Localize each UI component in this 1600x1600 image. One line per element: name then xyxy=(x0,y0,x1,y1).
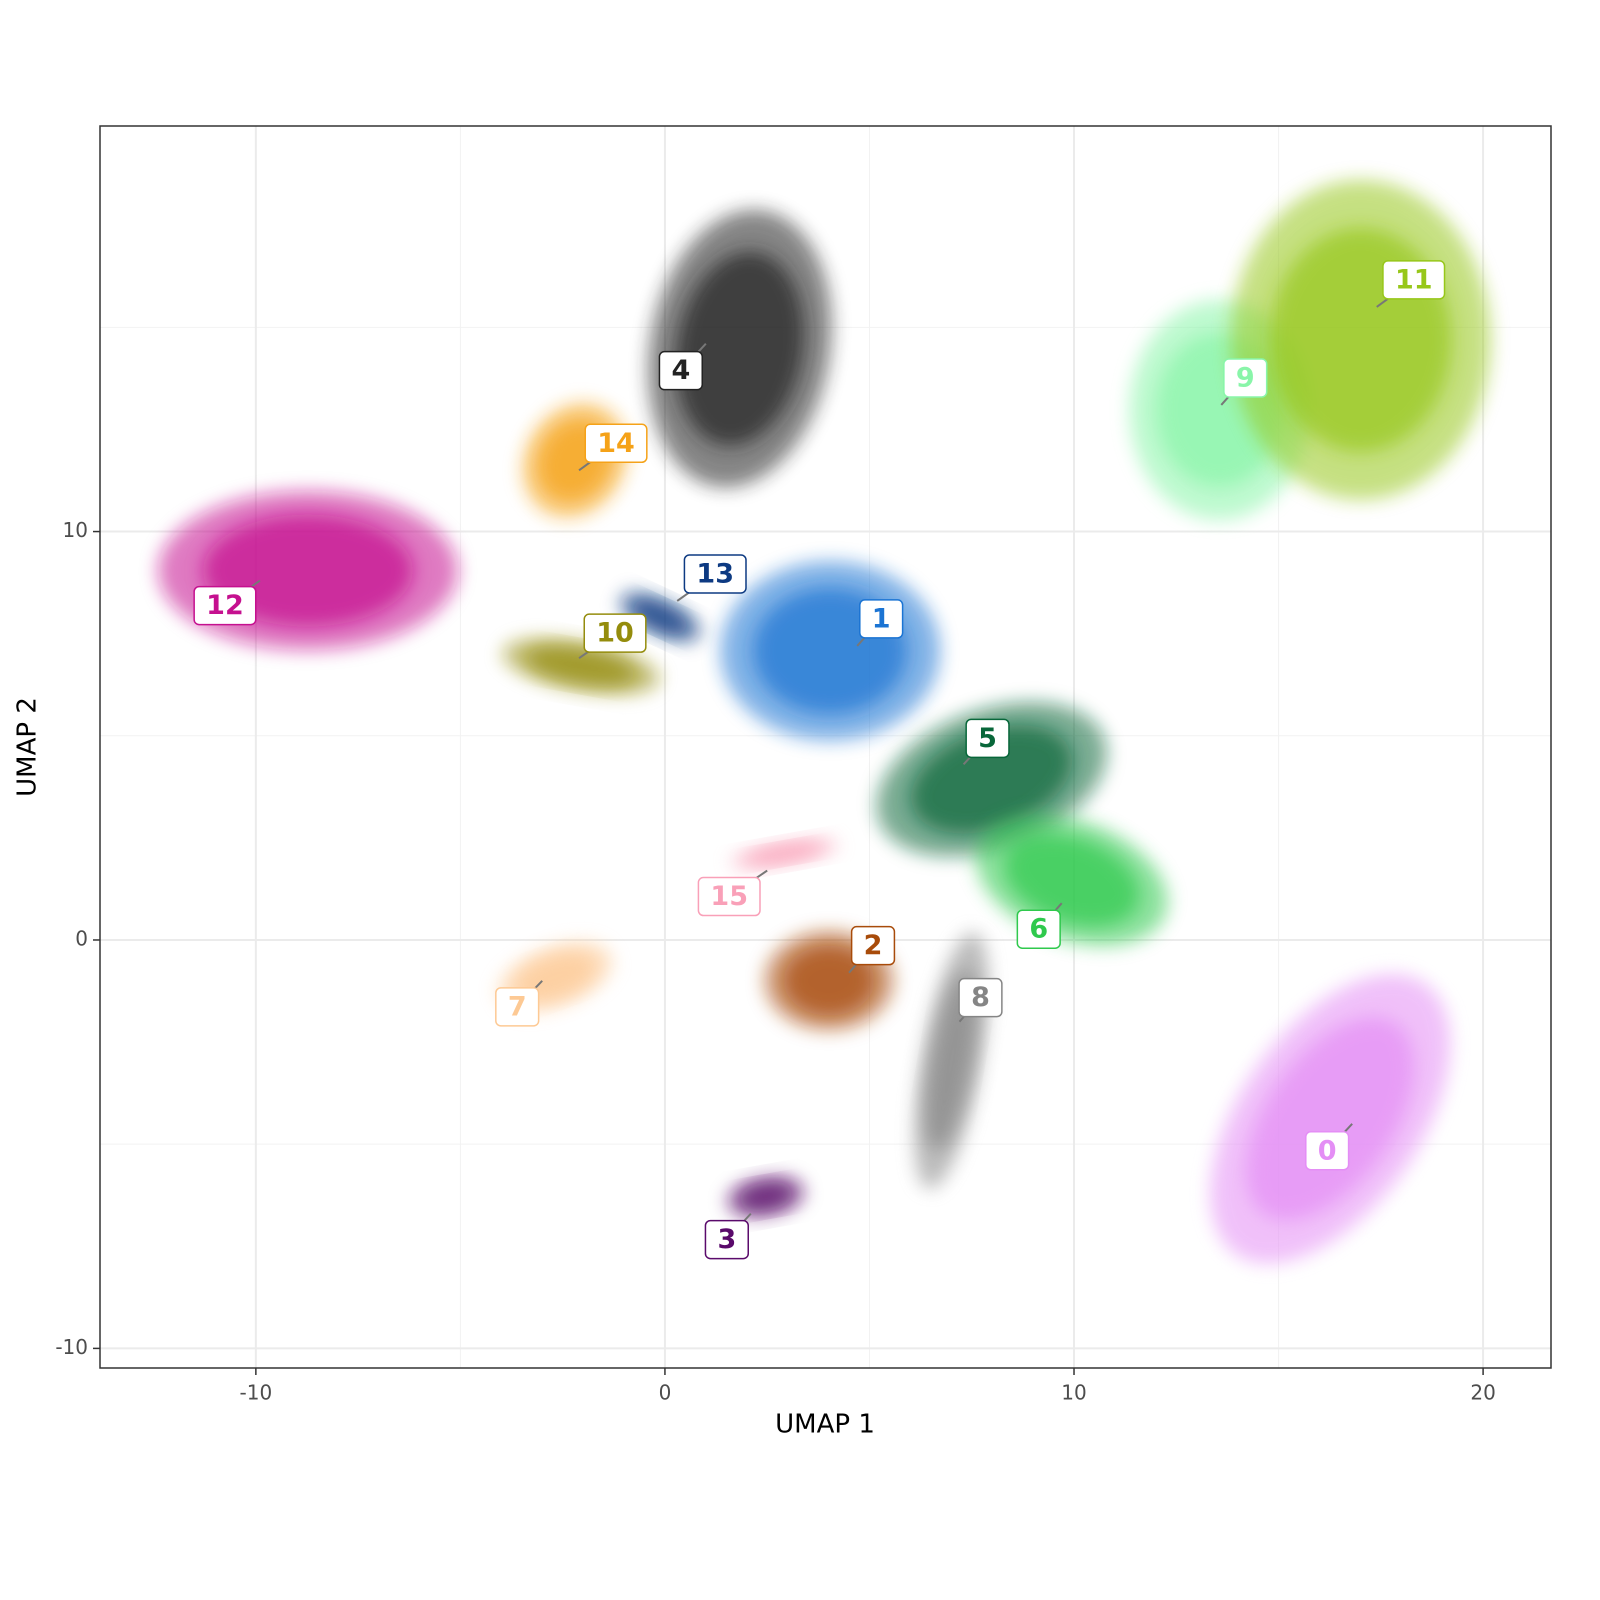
cluster-label: 10 xyxy=(578,613,647,659)
cluster-label-box xyxy=(1016,909,1061,949)
cluster-label: 14 xyxy=(578,423,648,472)
cluster-label-box xyxy=(850,925,896,966)
cluster-label: 3 xyxy=(704,1212,752,1260)
cluster-label-text: 13 xyxy=(696,558,734,589)
cluster-label-text: 10 xyxy=(596,618,634,649)
cluster-label: 2 xyxy=(848,925,896,974)
cluster-label: 6 xyxy=(1016,902,1063,949)
cluster-label-text: 2 xyxy=(864,930,883,961)
cluster-label: 0 xyxy=(1305,1123,1353,1171)
x-tick-label: 20 xyxy=(1470,1381,1495,1405)
cluster-label-box xyxy=(193,585,257,626)
x-tick-label: 0 xyxy=(659,1381,672,1405)
x-tick-label: -10 xyxy=(240,1381,273,1405)
cluster-label-text: 5 xyxy=(978,723,997,754)
cluster-centroid xyxy=(738,1181,794,1212)
cluster-centroid xyxy=(631,599,690,635)
cluster-label: 9 xyxy=(1220,358,1268,406)
panel-border xyxy=(99,125,1552,1369)
x-axis-title: UMAP 1 xyxy=(775,1410,875,1440)
cluster xyxy=(1210,974,1451,1264)
cluster-label-box xyxy=(583,613,647,653)
cluster-label-box xyxy=(965,718,1010,759)
cluster-label-box xyxy=(958,977,1003,1018)
cluster-label-text: 7 xyxy=(508,991,527,1022)
cluster-label-box xyxy=(1305,1131,1350,1171)
cluster-label: 8 xyxy=(958,977,1003,1023)
cluster-label-text: 1 xyxy=(872,603,891,634)
cluster-centroid xyxy=(746,842,823,865)
cluster-label-box xyxy=(495,987,540,1027)
y-tick-label: 0 xyxy=(75,926,88,950)
cluster-label-text: 0 xyxy=(1318,1135,1337,1166)
cluster-label-text: 4 xyxy=(671,355,690,386)
cluster-label-text: 8 xyxy=(971,982,990,1013)
cluster-centroid xyxy=(910,725,1073,834)
cluster-centroid xyxy=(1004,834,1140,927)
cluster-label-text: 3 xyxy=(717,1224,736,1255)
cluster-label-text: 14 xyxy=(597,428,635,459)
cluster-label-text: 9 xyxy=(1236,362,1255,393)
cluster-centroid xyxy=(675,251,805,446)
cluster xyxy=(764,930,895,1031)
cluster-label: 5 xyxy=(962,718,1010,766)
cluster xyxy=(647,209,832,488)
x-tick-label: 10 xyxy=(1061,1381,1086,1405)
cluster-label: 4 xyxy=(658,343,707,391)
cluster-label: 7 xyxy=(495,980,543,1027)
cluster-label-box xyxy=(658,350,703,391)
cluster-label-box xyxy=(697,876,761,917)
clusters xyxy=(157,179,1491,1264)
cluster-label: 13 xyxy=(676,554,747,602)
y-axis-title: UMAP 2 xyxy=(13,697,43,797)
cluster-centroid xyxy=(1246,1017,1415,1221)
cluster-centroid xyxy=(525,646,637,686)
cluster-label-text: 6 xyxy=(1029,914,1048,945)
cluster-label-box xyxy=(584,423,648,464)
cluster-label-box xyxy=(704,1219,749,1260)
cluster xyxy=(730,838,839,869)
cluster xyxy=(618,591,702,643)
cluster-label-box xyxy=(1223,358,1268,398)
cluster xyxy=(726,1175,806,1218)
y-tick-label: 10 xyxy=(63,518,88,542)
y-tick-label: -10 xyxy=(55,1335,88,1359)
cluster-label: 1 xyxy=(856,599,904,647)
cluster xyxy=(720,560,941,741)
cluster-label-text: 11 xyxy=(1395,264,1433,295)
cluster-label-text: 15 xyxy=(710,881,748,912)
cluster-label: 12 xyxy=(193,579,261,626)
cluster xyxy=(157,490,458,651)
cluster xyxy=(1230,179,1491,500)
cluster-label-box xyxy=(859,599,904,639)
cluster-label: 11 xyxy=(1376,260,1446,308)
cluster-label-box xyxy=(1382,260,1446,300)
cluster-label-text: 12 xyxy=(206,590,244,621)
cluster-label-box xyxy=(683,554,747,594)
cluster-centroid xyxy=(783,945,875,1016)
cluster-label: 15 xyxy=(697,869,768,917)
